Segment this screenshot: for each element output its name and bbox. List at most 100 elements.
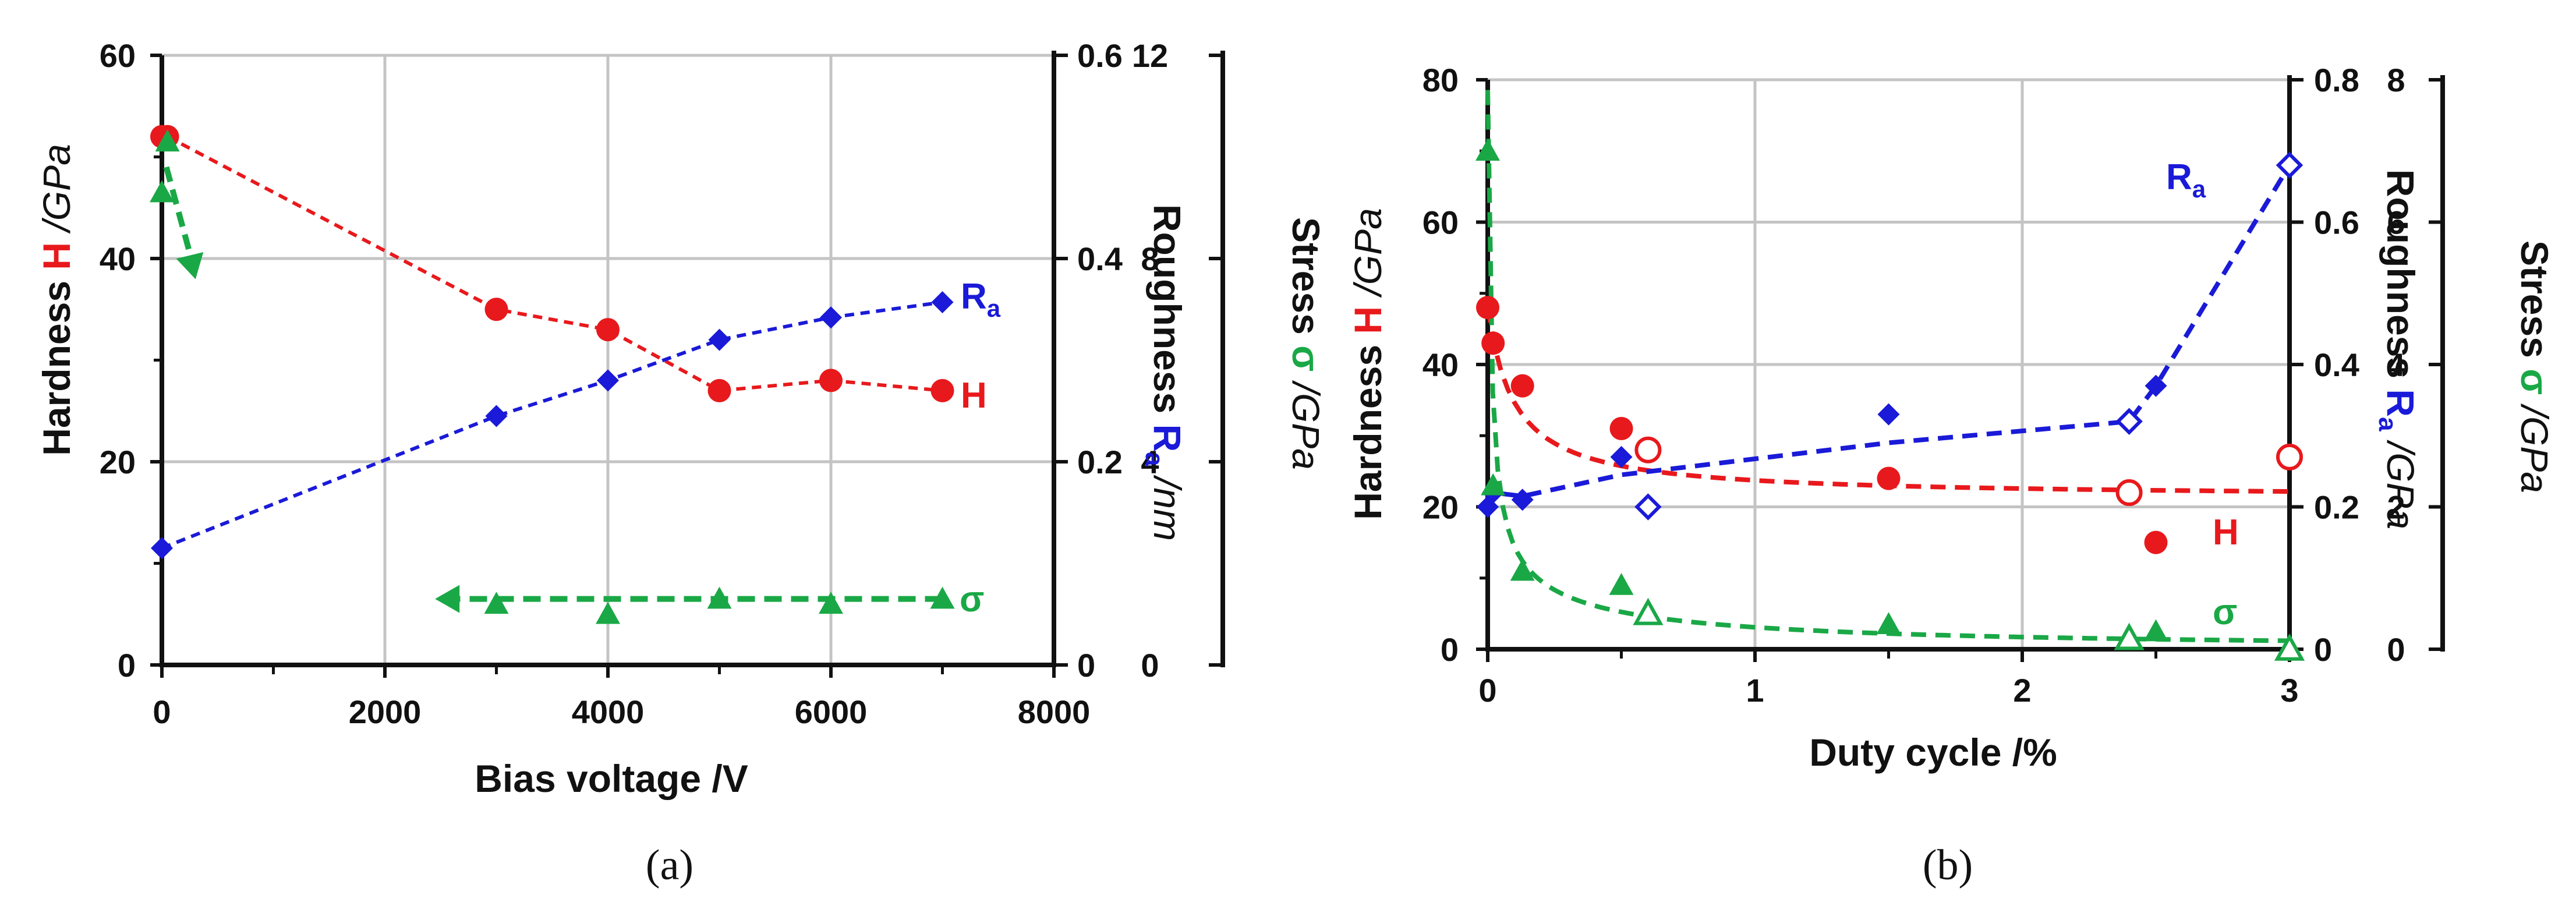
roughness-tick-label: 0.4 (1077, 240, 1123, 277)
x-tick-label: 2000 (349, 693, 422, 730)
roughness-tick-label: 0 (2314, 631, 2332, 668)
panel-a-h-label: H (961, 376, 987, 416)
panel-a-chart: 0 2000 4000 6000 8000020406000.20.40.604812 … (35, 37, 1328, 889)
stress-tick-label: 8 (1141, 240, 1159, 277)
stress-open-point (2274, 633, 2305, 661)
hardness-open-point (2115, 479, 2143, 507)
panel-b-stress-axis-title: Stress σ /GPa (2513, 240, 2556, 493)
hardness-point (1510, 374, 1534, 398)
hardness-point (596, 318, 620, 342)
panel-b-markers (1475, 139, 2305, 661)
hardness-tick-label: 40 (100, 240, 136, 277)
roughness-point (820, 306, 842, 329)
panel-b-sigma-label: σ (2213, 592, 2237, 632)
stress-tick-label: 0 (1141, 647, 1159, 684)
x-tick-label: 4000 (572, 693, 645, 730)
hardness-open-point (2276, 443, 2303, 470)
hardness-point (707, 378, 731, 402)
roughness-trend-line (161, 300, 943, 550)
hardness-tick-label: 80 (1423, 62, 1459, 98)
roughness-tick-label: 0.2 (1077, 444, 1123, 480)
roughness-tick-label: 0.8 (2314, 62, 2359, 98)
hardness-trend-line (167, 135, 943, 392)
x-tick-label: 6000 (795, 693, 868, 730)
x-tick-label: 0 (153, 693, 171, 730)
roughness-point (151, 537, 173, 560)
hardness-point (484, 298, 508, 321)
hardness-tick-label: 60 (100, 37, 136, 74)
stress-tick-label: 12 (1132, 37, 1168, 74)
hardness-point (1877, 466, 1901, 490)
stress-point (1876, 612, 1901, 635)
panel-a-roughness-axis-title: Roughness Ra /nm (1140, 204, 1189, 541)
panel-a-hardness-axis-title: Hardness H /GPa (35, 144, 78, 456)
hardness-point (1609, 417, 1633, 441)
roughness-point (931, 291, 954, 314)
hardness-trend-line (1485, 307, 2290, 494)
stress-point (1510, 558, 1535, 581)
stress-point (2143, 619, 2168, 642)
panel-b-roughness-axis-title: Roughness Ra /GPa (2373, 169, 2422, 530)
stress-point (1609, 572, 1634, 595)
stress-tick-label: 4 (2387, 346, 2405, 383)
roughness-tick-label: 0.4 (2314, 346, 2359, 383)
stress-point (819, 592, 843, 614)
panel-a-trend-lines (161, 135, 943, 613)
stress-point (155, 129, 180, 152)
stress-tick-label: 0 (2387, 631, 2405, 668)
x-tick-label: 3 (2280, 672, 2298, 709)
stress-tick-label: 8 (2387, 62, 2405, 98)
roughness-tick-label: 0.2 (2314, 489, 2359, 526)
roughness-point (1877, 403, 1900, 426)
panel-b-x-axis-title: Duty cycle /% (1809, 731, 2057, 774)
roughness-point (708, 328, 731, 351)
x-tick-label: 0 (1478, 672, 1496, 709)
hardness-point (1481, 331, 1505, 355)
roughness-trend-line (1485, 164, 2292, 508)
roughness-point (2145, 374, 2167, 397)
roughness-tick-label: 0.6 (2314, 204, 2359, 241)
stress-tick-label: 2 (2387, 489, 2405, 526)
x-tick-label: 8000 (1018, 693, 1091, 730)
panel-a-gridlines (162, 54, 1056, 665)
roughness-tick-label: 0 (1077, 647, 1095, 684)
stress-open-point (1633, 597, 1664, 625)
hardness-tick-label: 40 (1423, 346, 1459, 383)
stress-initial-arrow-head (176, 252, 204, 279)
hardness-tick-label: 0 (1441, 631, 1459, 668)
stress-arrow-head (435, 585, 460, 613)
panel-a-markers (150, 125, 955, 624)
panel-a-stress-axis-title: Stress σ /GPa (1285, 217, 1328, 470)
hardness-point (930, 378, 954, 402)
stress-point (596, 601, 620, 624)
roughness-point (485, 405, 508, 427)
roughness-tick-label: 0.6 (1077, 37, 1123, 74)
roughness-point (1610, 445, 1633, 468)
panel-a-ra-label: Ra (961, 277, 1001, 322)
panel-a-x-axis-title: Bias voltage /V (475, 757, 748, 800)
panel-a-sigma-label: σ (960, 579, 984, 620)
panel-b-label: (b) (1923, 841, 1973, 889)
x-tick-label: 1 (1746, 672, 1764, 709)
stress-open-point (2114, 622, 2145, 650)
stress-point (484, 592, 509, 614)
hardness-tick-label: 20 (1423, 489, 1459, 526)
stress-point (930, 586, 955, 609)
roughness-open-point (1634, 493, 1662, 521)
hardness-tick-label: 20 (100, 444, 136, 480)
hardness-tick-label: 60 (1423, 204, 1459, 241)
hardness-tick-label: 0 (118, 647, 136, 684)
roughness-open-point (2115, 408, 2143, 436)
roughness-point (597, 369, 619, 392)
hardness-point (1476, 296, 1499, 320)
hardness-point (2144, 530, 2168, 554)
panel-b-hardness-axis-title: Hardness H /GPa (1346, 208, 1389, 520)
stress-tick-label: 4 (1141, 444, 1159, 480)
x-tick-label: 2 (2013, 672, 2031, 709)
roughness-open-point (2276, 151, 2303, 179)
stress-tick-label: 6 (2387, 204, 2405, 241)
hardness-open-point (1634, 436, 1662, 463)
